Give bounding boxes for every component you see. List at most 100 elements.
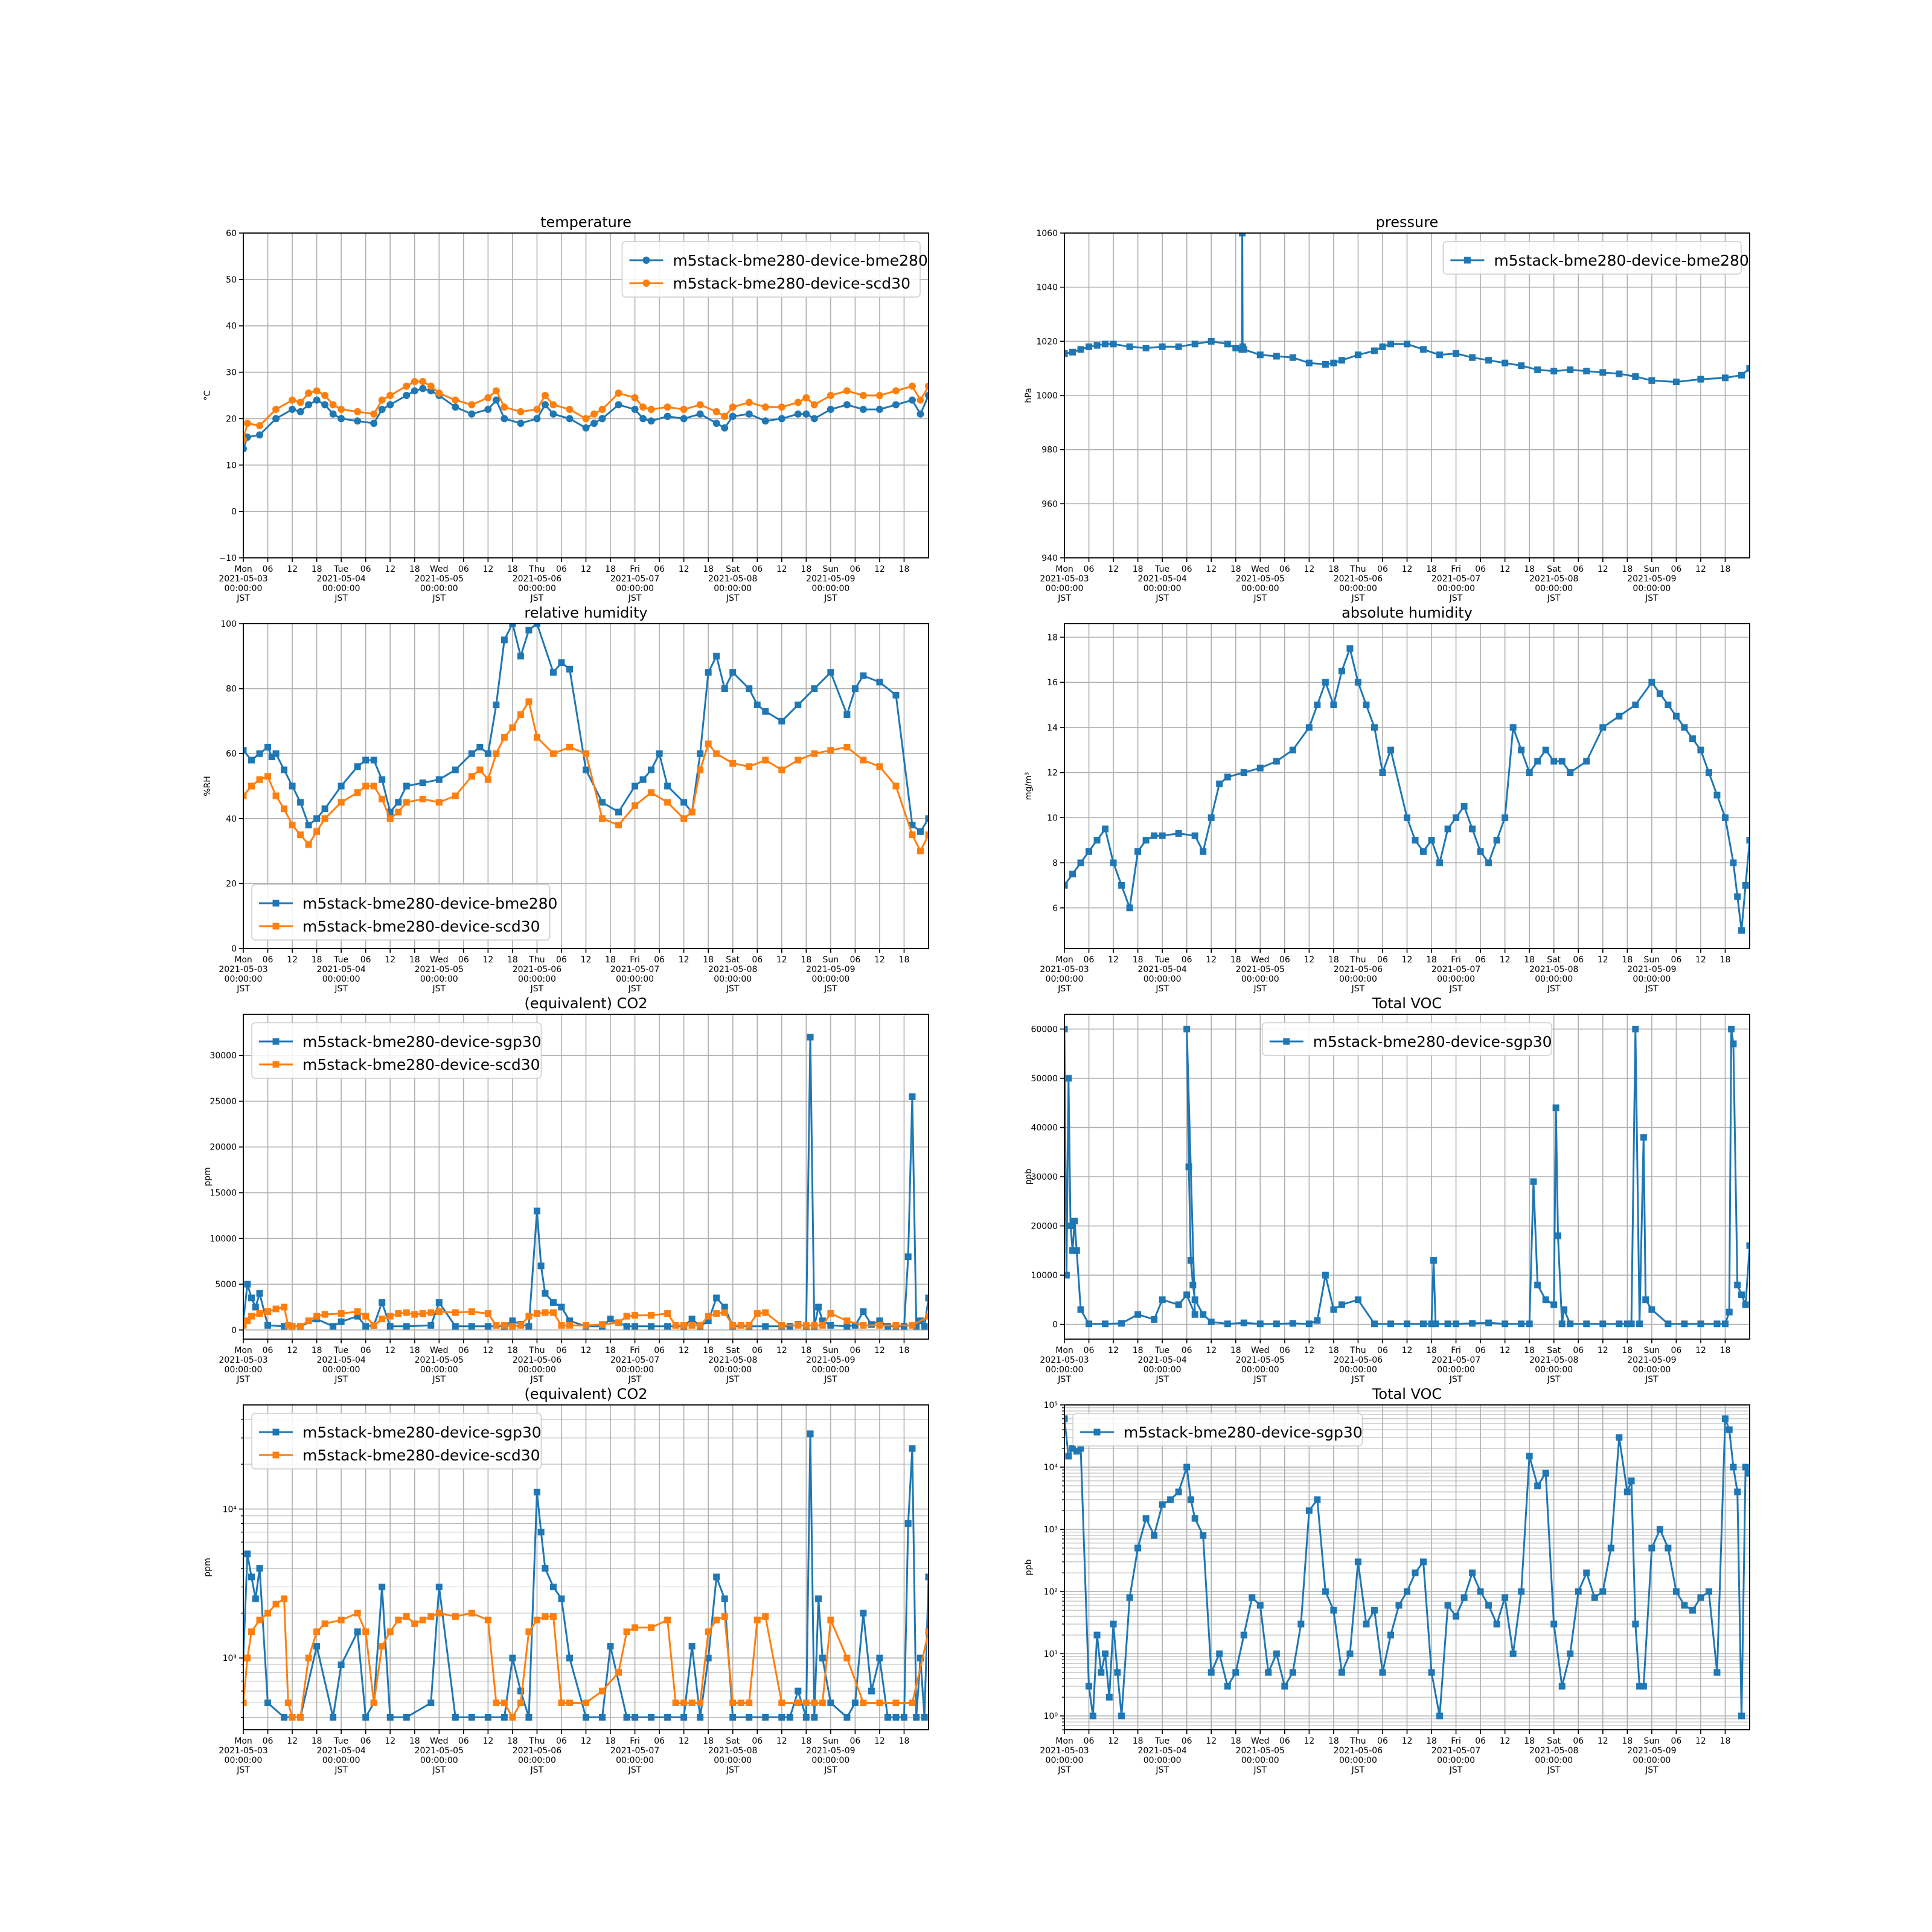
data-point: [297, 831, 304, 839]
x-tick-label: 12: [287, 955, 298, 965]
data-point: [549, 1299, 557, 1306]
data-point: [859, 406, 867, 414]
data-point: [419, 1616, 426, 1623]
data-point: [615, 822, 622, 829]
series-2: [243, 1595, 929, 1721]
legend-marker: [1093, 1428, 1101, 1436]
data-point: [1436, 859, 1444, 866]
data-point: [843, 743, 851, 750]
data-point: [1599, 724, 1607, 731]
data-point: [1354, 351, 1361, 359]
data-point: [403, 1713, 410, 1721]
data-point: [1420, 346, 1427, 353]
x-tick-label: 06: [360, 1346, 371, 1355]
data-point: [1134, 848, 1142, 855]
data-point: [243, 747, 247, 754]
data-point: [802, 1699, 810, 1706]
x-tick-label: Thu 2021-05-06 00:00:00 JST: [513, 955, 561, 994]
data-point: [289, 782, 296, 790]
data-point: [1354, 679, 1361, 686]
x-tick-label: 18: [605, 565, 616, 574]
legend: m5stack-bme280-device-sgp30 m5stack-bme28…: [251, 1413, 542, 1470]
data-point: [1073, 1247, 1080, 1254]
data-point: [427, 1322, 435, 1329]
data-point: [525, 698, 533, 705]
data-point: [1371, 1607, 1378, 1614]
data-point: [386, 1628, 394, 1636]
data-point: [541, 392, 549, 399]
data-point: [875, 406, 883, 414]
x-tick-label: 06: [1475, 955, 1486, 965]
x-tick-label: 12: [385, 1346, 395, 1355]
x-tick-label: 18: [899, 565, 910, 574]
data-point: [1485, 1602, 1492, 1609]
data-point: [721, 685, 728, 693]
legend-marker: [1283, 1038, 1290, 1045]
data-point: [1322, 1271, 1329, 1279]
data-point: [1273, 758, 1280, 765]
data-point: [1224, 1683, 1231, 1690]
data-point: [264, 1308, 272, 1316]
data-point: [1453, 350, 1460, 357]
x-tick-label: Sun 2021-05-09 00:00:00 JST: [1627, 1736, 1676, 1775]
data-point: [794, 410, 802, 418]
data-point: [1239, 233, 1246, 237]
data-point: [876, 1654, 883, 1662]
data-point: [599, 1687, 606, 1695]
data-point: [1077, 346, 1084, 353]
data-point: [705, 1628, 712, 1636]
y-tick-label: 10: [226, 461, 237, 470]
data-point: [537, 1262, 545, 1270]
data-point: [566, 743, 573, 750]
x-tick-label: 06: [1475, 1736, 1486, 1746]
data-point: [1330, 359, 1337, 366]
x-tick-label: 18: [1622, 565, 1633, 574]
data-point: [1746, 837, 1750, 844]
data-point: [1249, 1594, 1256, 1601]
data-point: [525, 1628, 533, 1636]
legend-label: m5stack-bme280-device-bme280: [302, 895, 557, 912]
x-tick-label: 12: [1303, 955, 1314, 965]
data-point: [492, 387, 500, 395]
data-point: [256, 1565, 263, 1572]
data-point: [1534, 758, 1541, 765]
data-point: [925, 1313, 929, 1320]
data-point: [815, 1303, 822, 1311]
data-point: [1102, 1320, 1109, 1328]
data-point: [746, 763, 753, 770]
data-point: [811, 1322, 818, 1329]
data-point: [435, 1299, 443, 1306]
x-tick-label: 18: [605, 1346, 616, 1355]
data-point: [762, 756, 769, 764]
data-point: [321, 401, 329, 409]
data-point: [794, 398, 802, 406]
chart-title: Total VOC: [1372, 995, 1442, 1012]
data-point: [281, 1713, 288, 1721]
data-point: [1746, 1242, 1750, 1249]
x-tick-label: Sat 2021-05-08 00:00:00 JST: [1529, 565, 1578, 603]
series-line: [243, 700, 929, 852]
x-tick-label: Wed 2021-05-05 00:00:00 JST: [415, 565, 464, 603]
x-tick-label: 06: [360, 565, 371, 574]
x-tick-label: 18: [1426, 955, 1437, 965]
data-point: [1189, 1281, 1197, 1288]
x-tick-label: Fri 2021-05-07 00:00:00 JST: [1431, 955, 1480, 994]
data-point: [476, 766, 484, 773]
data-point: [1151, 1532, 1158, 1539]
x-tick-label: 18: [1133, 1346, 1144, 1355]
data-point: [1420, 1320, 1427, 1328]
data-point: [1742, 881, 1749, 889]
data-point: [729, 1322, 737, 1329]
y-tick-label: 18: [1047, 633, 1058, 642]
data-point: [1073, 1448, 1080, 1455]
data-point: [419, 796, 426, 803]
data-point: [403, 1613, 410, 1620]
x-tick-label: 06: [1475, 565, 1486, 574]
data-point: [1742, 1463, 1749, 1471]
data-point: [337, 415, 345, 423]
series-2: [243, 698, 929, 855]
data-point: [435, 799, 443, 806]
legend-marker: [272, 1061, 280, 1068]
legend: m5stack-bme280-device-bme280 m5stack-bme2…: [621, 241, 928, 298]
chart-title: pressure: [1376, 214, 1439, 231]
